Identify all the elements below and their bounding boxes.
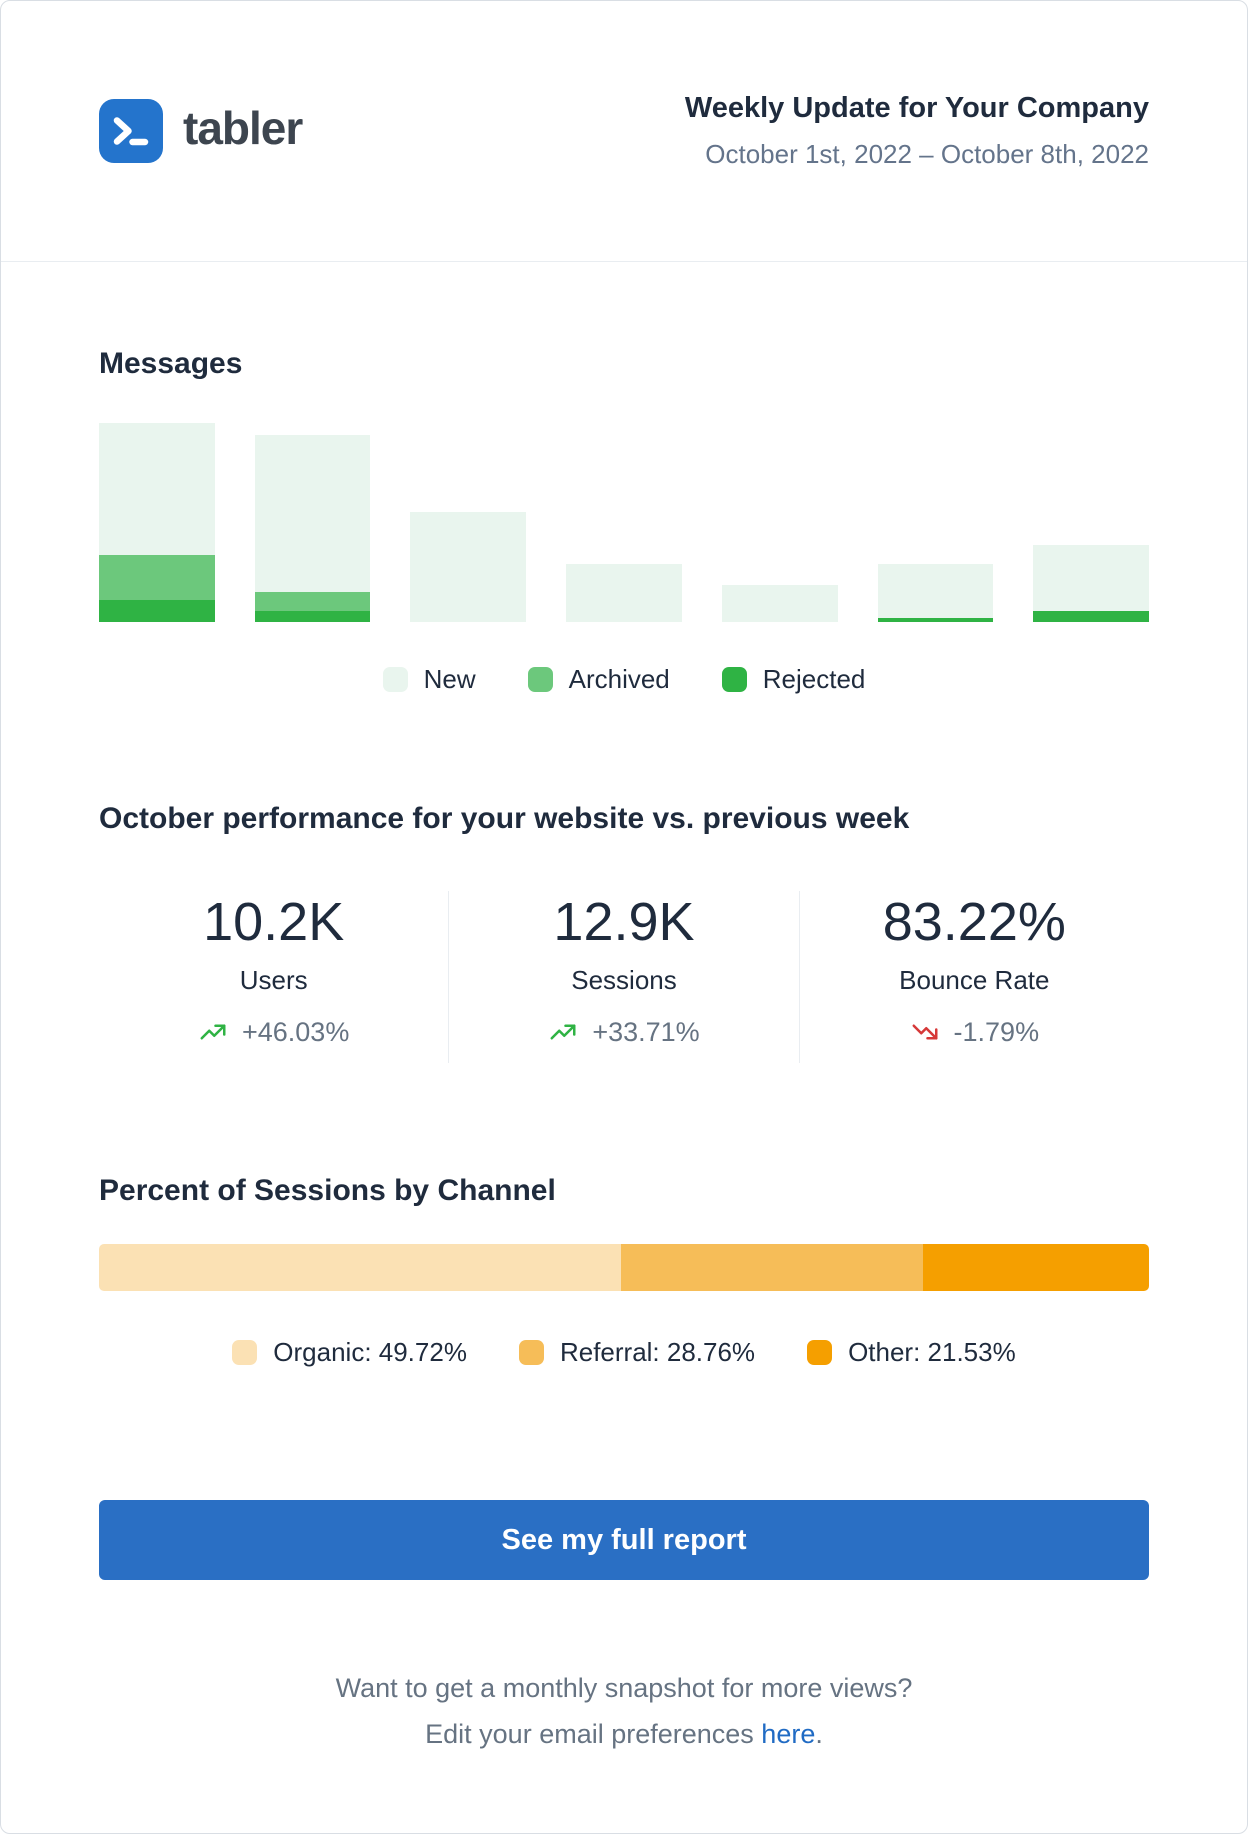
messages-section-title: Messages [99,347,243,380]
bar-segment-archived [99,555,215,600]
stat-delta-value: +33.71% [592,1017,700,1047]
stat-sessions: 12.9K Sessions +33.71% [448,891,798,1063]
stat-label: Sessions [571,965,677,995]
legend-item-rejected: Rejected [721,664,866,694]
stat-delta: +46.03% [99,1017,448,1047]
message-bar-7 [1033,422,1150,622]
trend-down-icon [910,1017,940,1047]
other-swatch [807,1340,833,1365]
new-swatch [382,667,408,692]
legend-label: Rejected [762,664,866,694]
stat-label: Bounce Rate [899,965,1050,995]
channels-legend: Organic: 49.72% Referral: 28.76% Other: … [99,1339,1149,1366]
legend-item-new: New [382,664,476,694]
legend-label: Referral: 28.76% [559,1337,756,1367]
bar-segment-rejected [1033,611,1150,622]
messages-bar-chart [99,422,1150,622]
bar-segment-new [566,564,682,622]
message-bar-2 [254,422,371,622]
legend-label: Archived [568,664,670,694]
bar-segment-new [410,512,527,622]
message-bar-4 [566,422,682,622]
performance-stats: 10.2K Users +46.03% 12.9K Sessions [99,891,1149,1063]
stat-delta: +33.71% [449,1017,798,1047]
message-bar-6 [877,422,994,622]
bar-segment-rejected [877,618,994,622]
legend-item-referral: Referral: 28.76% [518,1337,756,1367]
stat-value: 12.9K [553,892,695,952]
legend-item-archived: Archived [527,664,670,694]
email-date-range: October 1st, 2022 – October 8th, 2022 [705,139,1149,169]
brand: tabler [99,99,303,163]
bar-segment-new [99,423,215,555]
legend-label: Organic: 49.72% [273,1337,467,1367]
legend-label: New [423,664,476,694]
header-meta: Weekly Update for Your Company October 1… [685,92,1149,170]
rejected-swatch [721,667,747,692]
channel-segment-other [922,1244,1149,1291]
footer-text: . [815,1719,823,1749]
stat-delta: -1.79% [800,1017,1149,1047]
bar-segment-new [721,585,838,622]
legend-item-organic: Organic: 49.72% [232,1339,467,1366]
trend-up-icon [548,1017,578,1047]
legend-label: Other: 21.53% [848,1337,1016,1367]
stat-bounce-rate: 83.22% Bounce Rate -1.79% [798,891,1149,1063]
channel-segment-referral [621,1244,923,1291]
footer-text: Edit your email preferences [425,1719,762,1749]
channel-segment-organic [99,1244,622,1291]
message-bar-5 [721,422,838,622]
messages-legend: New Archived Rejected [99,666,1149,693]
channels-section-title: Percent of Sessions by Channel [99,1174,556,1207]
email-body: Messages New Archived Rejected October p… [1,346,1247,1833]
stat-value: 83.22% [882,892,1066,952]
stat-label: Users [239,965,308,995]
bar-segment-rejected [254,611,371,622]
brand-wordmark: tabler [183,102,303,154]
email-title: Weekly Update for Your Company [684,92,1149,124]
see-full-report-button[interactable]: See my full report [99,1500,1149,1580]
message-bar-3 [410,422,527,622]
email-header: tabler Weekly Update for Your Company Oc… [1,1,1247,262]
sessions-channel-stacked-bar [99,1244,1149,1291]
footer-text: Want to get a monthly snapshot for more … [335,1673,913,1703]
stat-delta-value: +46.03% [241,1017,350,1047]
stat-delta-value: -1.79% [953,1017,1040,1047]
organic-swatch [232,1340,258,1365]
referral-swatch [518,1340,544,1365]
bar-segment-new [877,564,994,618]
legend-item-other: Other: 21.53% [807,1339,1016,1366]
footer-preferences-text: Edit your email preferences here. [99,1718,1149,1750]
bar-segment-new [254,435,371,592]
bar-segment-rejected [99,600,215,622]
bar-segment-new [1033,545,1150,611]
stat-value: 10.2K [203,892,345,952]
archived-swatch [527,667,553,692]
email-preferences-link[interactable]: here [761,1719,816,1749]
email-footer: Want to get a monthly snapshot for more … [99,1672,1149,1750]
trend-up-icon [198,1017,228,1047]
performance-section-title: October performance for your website vs.… [99,802,910,835]
tabler-logo-icon [99,99,163,163]
bar-segment-archived [254,592,371,611]
message-bar-1 [99,422,215,622]
stat-users: 10.2K Users +46.03% [99,891,448,1063]
